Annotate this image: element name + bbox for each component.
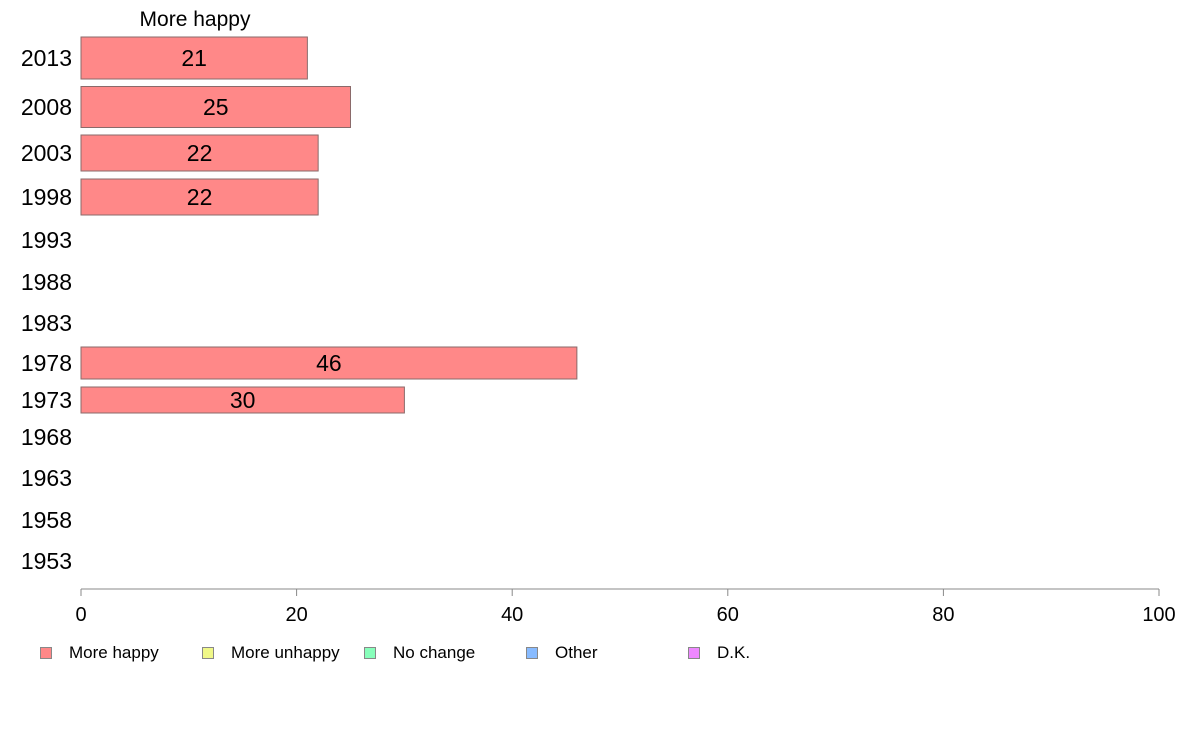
y-tick-label: 2008 bbox=[21, 94, 72, 120]
legend-item-more-unhappy: More unhappy bbox=[202, 642, 340, 664]
legend-swatch bbox=[364, 647, 376, 659]
x-tick-label: 80 bbox=[932, 604, 954, 626]
legend-label: More happy bbox=[69, 643, 159, 662]
x-tick-label: 100 bbox=[1142, 604, 1175, 626]
x-tick-label: 40 bbox=[501, 604, 523, 626]
bar-value-label: 46 bbox=[316, 350, 342, 376]
bar bbox=[80, 86, 351, 128]
y-tick-label: 1968 bbox=[21, 424, 72, 450]
bar bbox=[80, 386, 405, 414]
y-tick-label: 1993 bbox=[21, 227, 72, 253]
legend-label: No change bbox=[393, 643, 476, 662]
bar-value-label: 21 bbox=[181, 45, 207, 71]
y-tick-label: 1958 bbox=[21, 507, 72, 533]
y-tick-label: 1978 bbox=[21, 350, 72, 376]
legend-swatch bbox=[688, 647, 700, 659]
legend-item-more-happy: More happy bbox=[40, 642, 159, 664]
y-tick-label: 1963 bbox=[21, 465, 72, 491]
chart-title: More happy bbox=[140, 8, 251, 31]
legend-item-no-change: No change bbox=[364, 642, 475, 664]
x-tick-label: 20 bbox=[285, 604, 307, 626]
legend-label: D.K. bbox=[717, 643, 751, 662]
y-tick-label: 1988 bbox=[21, 269, 72, 295]
bar-value-label: 25 bbox=[203, 94, 229, 120]
legend-swatch bbox=[202, 647, 214, 659]
bar bbox=[80, 178, 319, 216]
legend-item-other: Other bbox=[526, 642, 598, 664]
legend-item-dk: D.K. bbox=[688, 642, 750, 664]
bar-value-label: 22 bbox=[187, 140, 213, 166]
bar-value-label: 30 bbox=[230, 387, 256, 413]
x-tick-label: 60 bbox=[717, 604, 739, 626]
y-tick-label: 1998 bbox=[21, 184, 72, 210]
chart: More happy 21 25 22 22 46 30 2013 2008 2003 1998… bbox=[21, 8, 1176, 626]
legend-label: More unhappy bbox=[231, 643, 340, 662]
y-tick-label: 1983 bbox=[21, 310, 72, 336]
y-tick-label: 1953 bbox=[21, 548, 72, 574]
bar bbox=[80, 36, 308, 80]
legend-swatch bbox=[526, 647, 538, 659]
legend-swatch bbox=[40, 647, 52, 659]
bar bbox=[80, 134, 319, 172]
bar-value-label: 22 bbox=[187, 184, 213, 210]
bar bbox=[80, 346, 578, 380]
y-tick-label: 2013 bbox=[21, 45, 72, 71]
x-tick-label: 0 bbox=[75, 604, 86, 626]
legend-label: Other bbox=[555, 643, 598, 662]
legend: More happy More unhappy No change Other … bbox=[40, 642, 1140, 664]
y-tick-label: 2003 bbox=[21, 140, 72, 166]
y-tick-label: 1973 bbox=[21, 387, 72, 413]
